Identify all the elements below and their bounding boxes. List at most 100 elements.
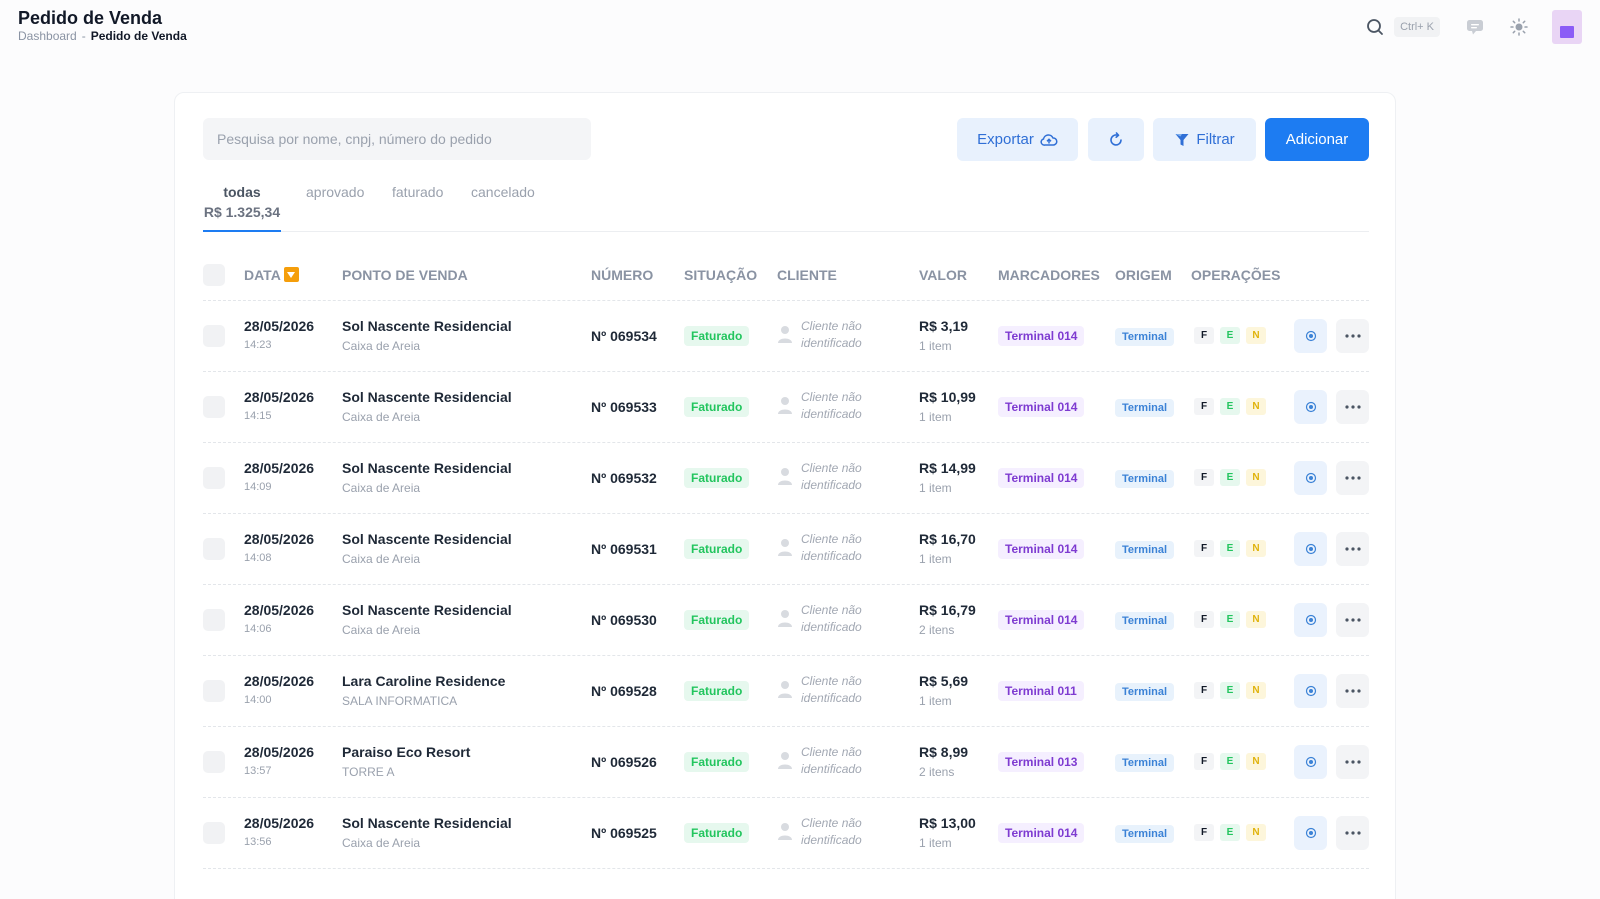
chat-icon[interactable]	[1464, 16, 1486, 38]
refresh-button[interactable]	[1088, 118, 1144, 161]
tab-aprovado[interactable]: aprovado	[306, 184, 365, 200]
view-button[interactable]	[1294, 390, 1327, 424]
column-header-operacoes: OPERAÇÕES	[1191, 267, 1281, 283]
select-all-checkbox[interactable]	[203, 264, 225, 286]
view-button[interactable]	[1294, 319, 1327, 353]
table-row[interactable]: 28/05/2026 14:15 Sol Nascente Residencia…	[203, 372, 1369, 443]
operation-n-badge[interactable]: N	[1246, 753, 1266, 770]
operation-e-badge[interactable]: E	[1220, 824, 1240, 841]
view-button[interactable]	[1294, 532, 1327, 566]
add-button[interactable]: Adicionar	[1265, 118, 1369, 161]
more-options-button[interactable]	[1336, 603, 1369, 637]
operation-f-badge[interactable]: F	[1194, 469, 1214, 486]
more-options-button[interactable]	[1336, 674, 1369, 708]
table-row[interactable]: 28/05/2026 14:23 Sol Nascente Residencia…	[203, 301, 1369, 372]
operation-e-badge[interactable]: E	[1220, 682, 1240, 699]
operation-e-badge[interactable]: E	[1220, 398, 1240, 415]
view-button[interactable]	[1294, 816, 1327, 850]
row-value: R$ 10,99	[919, 389, 976, 405]
row-checkbox[interactable]	[203, 325, 225, 347]
avatar[interactable]	[1552, 10, 1582, 44]
row-item-count: 1 item	[919, 552, 952, 566]
more-options-button[interactable]	[1336, 745, 1369, 779]
row-item-count: 1 item	[919, 694, 952, 708]
row-checkbox[interactable]	[203, 751, 225, 773]
column-header-data[interactable]: DATA	[244, 267, 299, 283]
operation-n-badge[interactable]: N	[1246, 398, 1266, 415]
more-options-button[interactable]	[1336, 532, 1369, 566]
breadcrumb-dashboard-link[interactable]: Dashboard	[18, 29, 77, 43]
operation-f-badge[interactable]: F	[1194, 327, 1214, 344]
row-date: 28/05/2026	[244, 531, 315, 547]
search-input[interactable]	[203, 118, 591, 160]
row-checkbox[interactable]	[203, 467, 225, 489]
operation-f-badge[interactable]: F	[1194, 753, 1214, 770]
row-pdv-location: Caixa de Areia	[342, 623, 421, 637]
row-checkbox[interactable]	[203, 680, 225, 702]
row-value-cell: R$ 14,99 1 item	[919, 460, 976, 495]
row-operations: F E N	[1194, 469, 1266, 486]
sun-icon[interactable]	[1508, 16, 1530, 38]
view-button[interactable]	[1294, 674, 1327, 708]
export-button[interactable]: Exportar	[957, 118, 1078, 161]
more-horizontal-icon	[1344, 760, 1361, 764]
view-button[interactable]	[1294, 745, 1327, 779]
status-badge: Faturado	[684, 468, 750, 488]
operation-f-badge[interactable]: F	[1194, 682, 1214, 699]
operation-n-badge[interactable]: N	[1246, 611, 1266, 628]
operation-e-badge[interactable]: E	[1220, 753, 1240, 770]
tab-faturado[interactable]: faturado	[392, 184, 444, 200]
row-pdv-location: TORRE A	[342, 765, 395, 779]
tab-todas-label: todas	[223, 184, 261, 200]
table-row[interactable]: 28/05/2026 14:09 Sol Nascente Residencia…	[203, 443, 1369, 514]
row-value: R$ 14,99	[919, 460, 976, 476]
origin-badge: Terminal	[1115, 399, 1175, 417]
row-pdv-location: Caixa de Areia	[342, 410, 421, 424]
status-badge: Faturado	[684, 397, 750, 417]
more-options-button[interactable]	[1336, 319, 1369, 353]
operation-n-badge[interactable]: N	[1246, 327, 1266, 344]
sort-down-icon[interactable]	[283, 267, 299, 282]
table-row[interactable]: 28/05/2026 13:57 Paraiso Eco Resort TORR…	[203, 727, 1369, 798]
row-checkbox[interactable]	[203, 609, 225, 631]
row-checkbox[interactable]	[203, 538, 225, 560]
more-options-button[interactable]	[1336, 461, 1369, 495]
row-pdv-cell: Paraiso Eco Resort TORRE A	[342, 744, 470, 779]
table-row[interactable]: 28/05/2026 14:00 Lara Caroline Residence…	[203, 656, 1369, 727]
operation-e-badge[interactable]: E	[1220, 611, 1240, 628]
operation-n-badge[interactable]: N	[1246, 540, 1266, 557]
row-checkbox[interactable]	[203, 822, 225, 844]
table-row[interactable]: 28/05/2026 13:56 Sol Nascente Residencia…	[203, 798, 1369, 869]
row-marker-cell: Terminal 013	[998, 752, 1085, 772]
operation-e-badge[interactable]: E	[1220, 469, 1240, 486]
operation-f-badge[interactable]: F	[1194, 824, 1214, 841]
operation-f-badge[interactable]: F	[1194, 611, 1214, 628]
row-date: 28/05/2026	[244, 815, 315, 831]
table-row[interactable]: 28/05/2026 14:06 Sol Nascente Residencia…	[203, 585, 1369, 656]
row-origin-cell: Terminal	[1115, 327, 1175, 346]
search-icon[interactable]	[1364, 16, 1386, 38]
operation-f-badge[interactable]: F	[1194, 398, 1214, 415]
operation-n-badge[interactable]: N	[1246, 682, 1266, 699]
table-row[interactable]: 28/05/2026 14:08 Sol Nascente Residencia…	[203, 514, 1369, 585]
more-horizontal-icon	[1344, 831, 1361, 835]
operation-n-badge[interactable]: N	[1246, 824, 1266, 841]
view-button[interactable]	[1294, 603, 1327, 637]
more-horizontal-icon	[1344, 689, 1361, 693]
origin-badge: Terminal	[1115, 683, 1175, 701]
more-options-button[interactable]	[1336, 816, 1369, 850]
row-item-count: 2 itens	[919, 623, 955, 637]
row-checkbox[interactable]	[203, 396, 225, 418]
operation-e-badge[interactable]: E	[1220, 327, 1240, 344]
tab-cancelado[interactable]: cancelado	[471, 184, 535, 200]
view-button[interactable]	[1294, 461, 1327, 495]
row-operations: F E N	[1194, 540, 1266, 557]
operation-f-badge[interactable]: F	[1194, 540, 1214, 557]
cloud-upload-icon	[1040, 133, 1058, 146]
row-client-name: Cliente não identificado	[801, 745, 862, 776]
operation-n-badge[interactable]: N	[1246, 469, 1266, 486]
more-options-button[interactable]	[1336, 390, 1369, 424]
tab-todas[interactable]: todas R$ 1.325,34	[203, 184, 281, 232]
filter-button[interactable]: Filtrar	[1153, 118, 1256, 161]
operation-e-badge[interactable]: E	[1220, 540, 1240, 557]
